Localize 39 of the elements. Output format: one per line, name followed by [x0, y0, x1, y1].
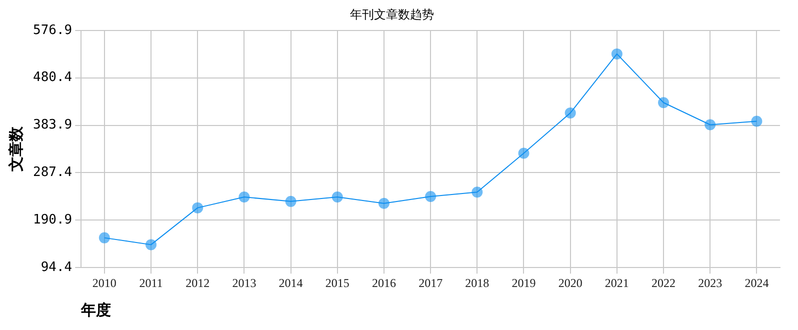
x-tick-label: 2019 [512, 276, 536, 290]
point [564, 107, 576, 118]
y-tick-label: 94.4 [40, 260, 72, 275]
point [611, 48, 622, 60]
y-tick-label: 190.9 [32, 212, 72, 228]
point [751, 116, 762, 127]
x-axis-title: 年度 [80, 300, 112, 319]
point [192, 202, 204, 214]
x-tick-label: 2021 [604, 276, 629, 290]
x-tick-label: 2015 [325, 276, 350, 290]
point [98, 232, 110, 244]
point [378, 198, 390, 209]
point [472, 186, 483, 198]
point [704, 119, 716, 130]
point [658, 97, 670, 108]
y-tick-label: 480.4 [32, 70, 72, 86]
y-tick-label: 287.4 [32, 165, 72, 180]
x-tick-label: 2010 [92, 276, 116, 290]
point [518, 148, 530, 159]
point [238, 192, 250, 203]
x-tick-label: 2023 [698, 276, 722, 290]
x-tick-label: 2014 [278, 276, 303, 290]
chart-title: 年刊文章数趋势 [350, 7, 434, 22]
x-tick-label: 2012 [186, 276, 210, 290]
x-tick-label: 2022 [652, 276, 676, 290]
x-tick-label: 2016 [372, 276, 396, 290]
x-tick-label: 2018 [465, 276, 490, 290]
x-tick-label: 2017 [418, 276, 443, 290]
point [285, 196, 296, 207]
y-tick-label: 383.9 [32, 118, 72, 133]
y-tick-label: 576.9 [32, 22, 72, 38]
x-tick-label: 2024 [744, 276, 769, 290]
y-axis-title: 文章数 [6, 126, 25, 172]
point [425, 191, 436, 202]
x-tick-label: 2013 [232, 276, 256, 290]
point [146, 239, 157, 250]
point [332, 192, 343, 203]
x-tick-label: 2011 [139, 276, 163, 290]
x-tick-label: 2020 [558, 276, 582, 290]
